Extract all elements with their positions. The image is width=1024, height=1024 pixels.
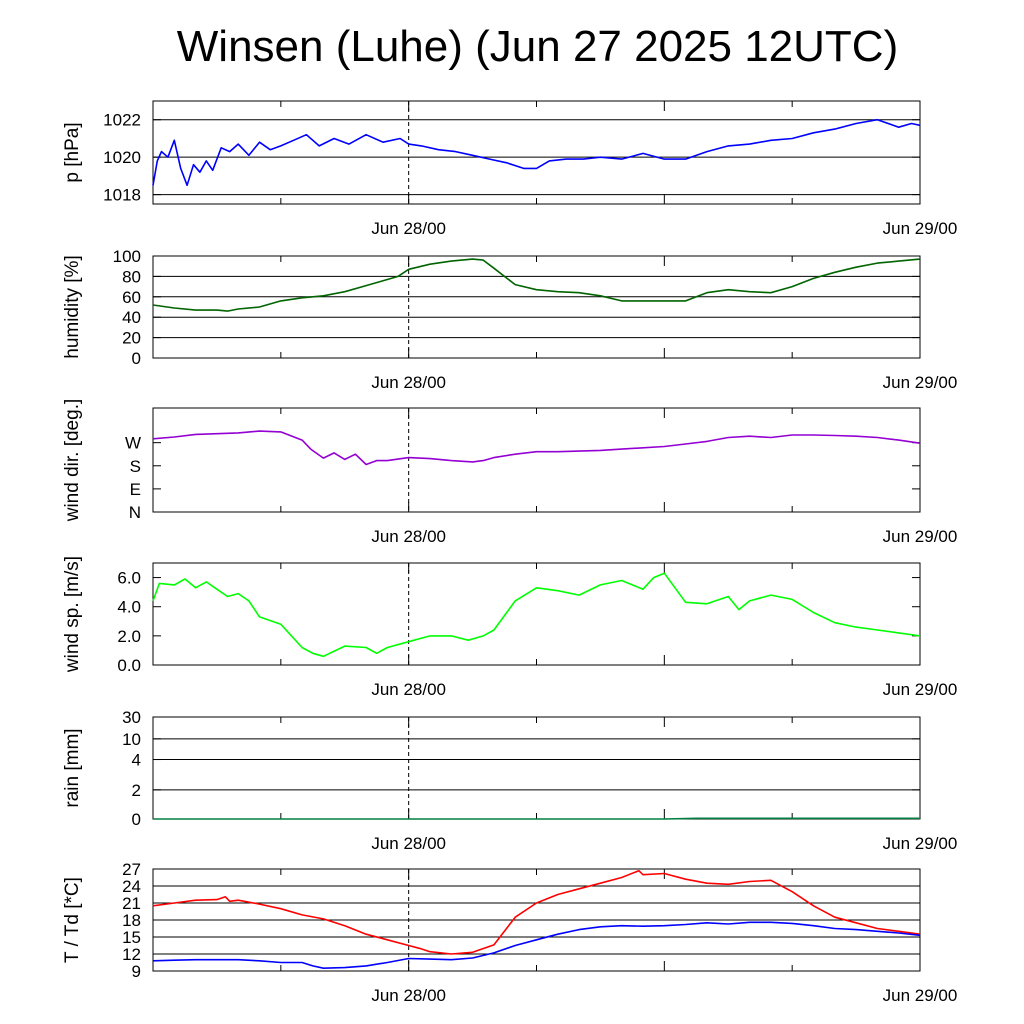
x-tick-label: Jun 28/00: [371, 527, 446, 546]
y-tick-label: 4: [132, 751, 141, 770]
wind-speed-frame: [152, 562, 921, 666]
x-tick-label: Jun 29/00: [883, 986, 958, 1005]
rain-series-0: [153, 817, 920, 820]
x-tick-label: Jun 28/00: [371, 219, 446, 238]
pressure-panel: 1018 1020 1022 Jun 28/00 Jun 29/00 p [hPa]: [62, 100, 958, 238]
x-tick-label: Jun 28/00: [371, 834, 446, 853]
y-tick-label: 1022: [103, 111, 141, 130]
y-tick-label: 80: [122, 267, 141, 286]
y-tick-label: 30: [122, 708, 141, 727]
temperature-axis-label: T / Td [*C]: [62, 877, 83, 963]
temperature-series-0: [152, 869, 921, 955]
wind-direction-frame: [152, 407, 921, 513]
rain-axis-label: rain [mm]: [62, 728, 83, 807]
pressure-series-0: [152, 118, 921, 187]
x-tick-label: Jun 29/00: [883, 527, 958, 546]
y-tick-label: 18: [122, 911, 141, 930]
y-tick-label: 100: [113, 247, 141, 266]
chart-title: Winsen (Luhe) (Jun 27 2025 12UTC): [176, 22, 899, 71]
y-tick-label: S: [130, 457, 141, 476]
wind-speed-axis-label: wind sp. [m/s]: [62, 556, 83, 673]
y-tick-label: 9: [132, 962, 141, 981]
y-tick-label: 1018: [103, 186, 141, 205]
y-tick-label: E: [130, 480, 141, 499]
y-tick-label: 24: [122, 877, 141, 896]
y-tick-label: 60: [122, 288, 141, 307]
humidity-frame: [152, 255, 921, 359]
x-tick-label: Jun 29/00: [883, 834, 958, 853]
x-tick-label: Jun 29/00: [883, 373, 958, 392]
wind-speed-series-0: [152, 572, 921, 658]
y-tick-label: N: [129, 503, 141, 522]
x-tick-label: Jun 28/00: [371, 680, 446, 699]
y-tick-label: 27: [122, 860, 141, 879]
y-tick-label: 0: [132, 349, 141, 368]
y-tick-label: 0: [132, 810, 141, 829]
temperature-series-1: [152, 921, 921, 970]
humidity-series-0: [152, 258, 921, 312]
y-tick-label: 12: [122, 945, 141, 964]
y-tick-label: 2: [132, 781, 141, 800]
y-tick-label: 0.0: [117, 656, 141, 675]
y-tick-label: W: [125, 434, 141, 453]
y-tick-label: 40: [122, 308, 141, 327]
humidity-axis-label: humidity [%]: [62, 255, 83, 358]
y-tick-label: 1020: [103, 148, 141, 167]
y-tick-label: 15: [122, 928, 141, 947]
wind-direction-series-0: [152, 430, 921, 466]
wind-speed-panel: 0.0 2.0 4.0 6.0 Jun 28/00 Jun 29/00 wind sp. […: [62, 556, 957, 699]
y-tick-label: 4.0: [117, 598, 141, 617]
pressure-axis-label: p [hPa]: [62, 122, 83, 182]
x-tick-label: Jun 28/00: [371, 986, 446, 1005]
y-tick-label: 20: [122, 329, 141, 348]
rain-panel: 0 2 4 10 30 Jun 28/00 Jun 29/00 rain [mm]: [62, 708, 957, 853]
x-tick-label: Jun 29/00: [883, 680, 958, 699]
x-tick-label: Jun 29/00: [883, 219, 958, 238]
y-tick-label: 21: [122, 894, 141, 913]
y-tick-label: 2.0: [117, 627, 141, 646]
pressure-frame: [152, 100, 921, 205]
y-tick-label: 6.0: [117, 569, 141, 588]
wind-direction-axis-label: wind dir. [deg.]: [62, 399, 83, 523]
rain-frame: [152, 716, 921, 820]
y-tick-label: 10: [122, 730, 141, 749]
x-tick-label: Jun 28/00: [371, 373, 446, 392]
